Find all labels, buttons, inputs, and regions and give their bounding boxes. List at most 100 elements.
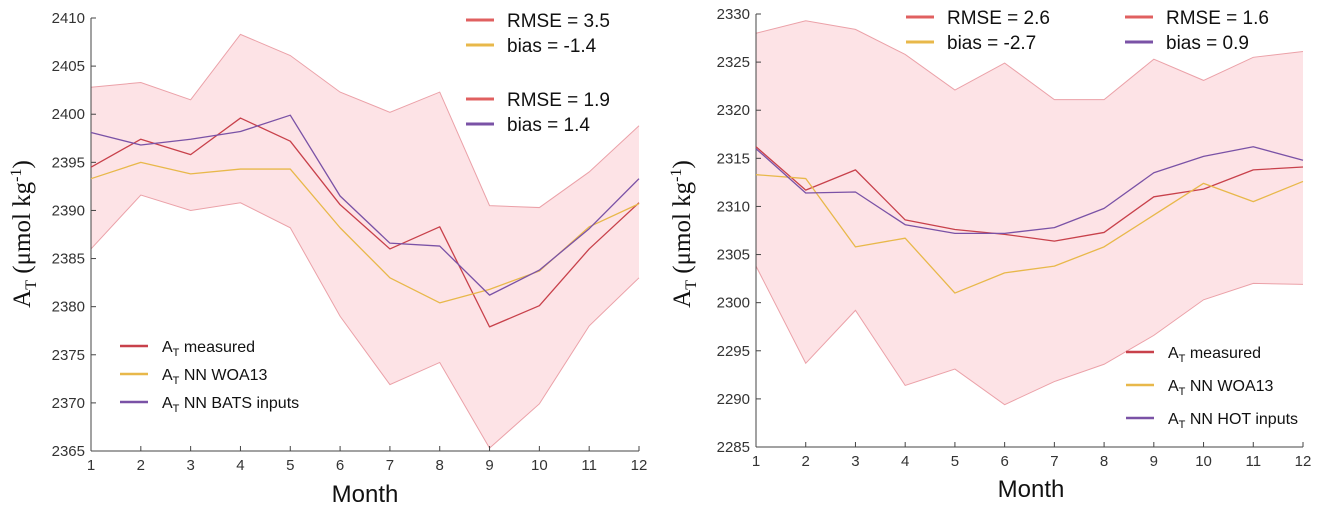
- stats-box: RMSE = 1.6 bias = 0.9: [1125, 8, 1269, 54]
- y-tick-label: 2385: [52, 251, 85, 268]
- band-upper-edge: [755, 20, 1304, 101]
- x-tick-label: 1: [87, 457, 95, 474]
- x-tick-label: 4: [901, 453, 909, 470]
- uncertainty-band: [91, 34, 639, 449]
- y-tick-label: 2370: [52, 395, 85, 412]
- y-tick-label: 2375: [52, 347, 85, 364]
- chart-panel-1: 2365237023752380238523902395240024052410…: [8, 10, 647, 508]
- legend-label-measured: AT measured: [1168, 345, 1261, 365]
- chart-panel-2: 2285229022952300230523102315232023252330…: [668, 6, 1311, 503]
- x-tick-label: 7: [1050, 453, 1058, 470]
- x-tick-label: 5: [951, 453, 959, 470]
- y-tick-label: 2410: [52, 10, 85, 27]
- stats-rmse-text: RMSE = 2.6: [947, 8, 1050, 29]
- x-tick-label: 12: [631, 457, 648, 474]
- y-axis-title-unit: (μmol kg: [9, 181, 36, 280]
- x-axis-title: Month: [998, 476, 1065, 503]
- y-tick-label: 2310: [717, 198, 750, 215]
- legend-label-main: A: [162, 339, 173, 356]
- y-axis-title-unit: (μmol kg: [669, 181, 696, 280]
- x-tick-label: 3: [186, 457, 194, 474]
- x-tick-label: 9: [1150, 453, 1158, 470]
- stats-box: RMSE = 3.5 bias = -1.4: [466, 11, 610, 57]
- legend-label-rest: NN BATS inputs: [179, 395, 299, 412]
- y-tick-label: 2300: [717, 295, 750, 312]
- legend-label-main: A: [1168, 411, 1179, 428]
- x-tick-label: 10: [1195, 453, 1212, 470]
- y-axis-title-sup: -1: [8, 169, 25, 182]
- y-axis-title-sup: -1: [668, 169, 685, 182]
- x-tick-label: 1: [752, 453, 760, 470]
- legend-label-woa: AT NN WOA13: [162, 367, 268, 387]
- x-tick-label: 10: [531, 457, 548, 474]
- series-line-inputs: [90, 114, 640, 296]
- uncertainty-band: [756, 20, 1303, 405]
- series-line-inputs: [755, 146, 1304, 235]
- band-lower-edge: [90, 194, 640, 449]
- stats-bias-text: bias = 0.9: [1166, 33, 1249, 54]
- x-tick-label: 3: [851, 453, 859, 470]
- legend-label-sub: T: [1179, 386, 1186, 398]
- legend-label-woa: AT NN WOA13: [1168, 378, 1274, 398]
- x-axis-title: Month: [332, 481, 399, 508]
- y-tick-label: 2290: [717, 391, 750, 408]
- series-line-measured: [90, 117, 640, 328]
- legend-label-rest: NN WOA13: [179, 367, 267, 384]
- stats-rmse-text: RMSE = 1.6: [1166, 8, 1269, 29]
- legend-label-measured: AT measured: [162, 339, 255, 359]
- x-tick-label: 9: [485, 457, 493, 474]
- stats-rmse-text: RMSE = 3.5: [507, 11, 610, 32]
- legend-label-sub: T: [173, 403, 180, 415]
- y-axis-title: AT (μmol kg-1): [8, 160, 40, 308]
- y-tick-label: 2400: [52, 106, 85, 123]
- legend-label-inputs: AT NN BATS inputs: [162, 395, 299, 415]
- y-axis-title-main: A: [669, 290, 696, 308]
- y-tick-label: 2365: [52, 443, 85, 460]
- y-tick-label: 2295: [717, 343, 750, 360]
- stats-rmse-text: RMSE = 1.9: [507, 90, 610, 111]
- y-tick-label: 2315: [717, 150, 750, 167]
- stats-box: RMSE = 1.9 bias = 1.4: [466, 90, 610, 136]
- band-lower-edge: [755, 265, 1304, 406]
- y-tick-label: 2405: [52, 58, 85, 75]
- x-tick-label: 5: [286, 457, 294, 474]
- y-tick-label: 2325: [717, 54, 750, 71]
- x-tick-label: 7: [386, 457, 394, 474]
- stats-bias-text: bias = -2.7: [947, 33, 1036, 54]
- y-axis-title: AT (μmol kg-1): [668, 160, 700, 308]
- y-tick-label: 2285: [717, 439, 750, 456]
- x-tick-label: 2: [137, 457, 145, 474]
- x-tick-label: 2: [802, 453, 810, 470]
- series-line-woa: [755, 174, 1304, 294]
- legend-label-sub: T: [173, 347, 180, 359]
- band-upper-edge: [90, 33, 640, 209]
- y-axis-title-main: A: [9, 290, 36, 308]
- stats-bias-text: bias = 1.4: [507, 115, 590, 136]
- legend-label-sub: T: [173, 375, 180, 387]
- x-tick-label: 8: [436, 457, 444, 474]
- x-tick-label: 4: [236, 457, 244, 474]
- x-tick-label: 6: [1000, 453, 1008, 470]
- stats-box: RMSE = 2.6 bias = -2.7: [906, 8, 1050, 54]
- x-tick-label: 8: [1100, 453, 1108, 470]
- legend-label-main: A: [162, 395, 173, 412]
- legend-label-inputs: AT NN HOT inputs: [1168, 411, 1298, 431]
- y-tick-label: 2305: [717, 247, 750, 264]
- y-axis-title-close: ): [669, 160, 696, 168]
- x-tick-label: 11: [581, 457, 597, 474]
- legend-label-rest: measured: [1185, 345, 1261, 362]
- y-tick-label: 2390: [52, 202, 85, 219]
- legend-label-sub: T: [1179, 419, 1186, 431]
- y-tick-label: 2395: [52, 154, 85, 171]
- y-axis-title-close: ): [9, 160, 36, 168]
- legend-label-main: A: [162, 367, 173, 384]
- legend-label-sub: T: [1179, 353, 1186, 365]
- legend-label-main: A: [1168, 345, 1179, 362]
- x-tick-label: 11: [1245, 453, 1261, 470]
- y-tick-label: 2330: [717, 6, 750, 23]
- x-tick-label: 12: [1295, 453, 1312, 470]
- y-tick-label: 2380: [52, 299, 85, 316]
- legend-label-main: A: [1168, 378, 1179, 395]
- legend-label-rest: NN WOA13: [1185, 378, 1273, 395]
